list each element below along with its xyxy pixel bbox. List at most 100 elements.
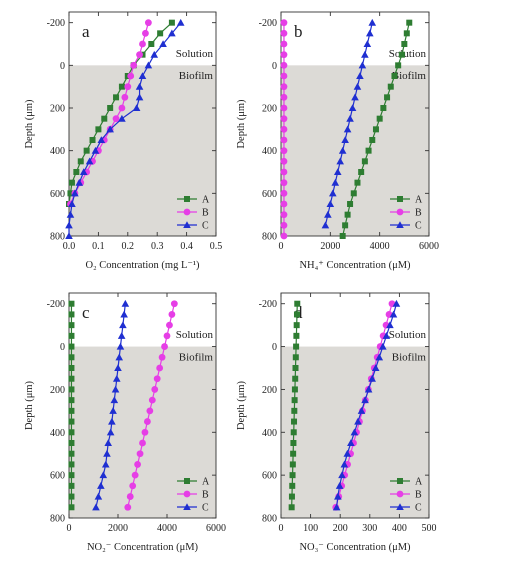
legend-marker-B [396, 490, 404, 498]
data-point-C [138, 72, 147, 80]
data-point-C [329, 189, 337, 197]
series-A [288, 300, 301, 511]
data-point-A [289, 472, 296, 479]
data-point-A [68, 322, 75, 329]
data-point-A [372, 126, 379, 133]
y-tick-label: 200 [262, 104, 277, 115]
legend-label-B: B [202, 490, 209, 501]
biofilm-label: Biofilm [392, 70, 427, 82]
data-point-B [130, 61, 138, 69]
legend-marker-A [397, 478, 403, 484]
data-point-C [119, 321, 127, 329]
legend-label-B: B [415, 208, 422, 219]
y-tick-label: 400 [50, 428, 65, 439]
y-axis-label: Depth (μm) [236, 99, 247, 149]
data-point-C [144, 61, 153, 69]
data-point-A [292, 365, 299, 371]
data-point-A [401, 41, 408, 47]
data-point-A [73, 169, 80, 175]
data-point-B [280, 19, 288, 27]
series-C [92, 299, 130, 511]
data-point-B [136, 450, 144, 458]
y-axis-label: Depth (μm) [236, 380, 247, 430]
data-point-C [348, 104, 357, 112]
data-point-A [68, 343, 75, 350]
data-point-C [135, 93, 144, 101]
y-tick-label: 200 [262, 385, 277, 396]
data-point-B [280, 211, 288, 219]
data-point-B [280, 40, 288, 48]
legend-label-A: A [415, 477, 423, 488]
x-tick-label: 0.5 [210, 241, 223, 252]
data-point-C [358, 61, 367, 69]
series-A [339, 19, 413, 239]
data-point-C [92, 503, 100, 511]
data-point-B [139, 40, 146, 48]
data-point-A [157, 30, 164, 37]
data-point-C [108, 417, 116, 425]
y-tick-label: 400 [262, 146, 277, 157]
data-point-C [389, 310, 398, 318]
data-point-C [354, 417, 362, 425]
data-point-C [351, 93, 359, 101]
legend-marker-C [183, 221, 191, 229]
data-point-C [121, 299, 130, 307]
data-point-A [68, 311, 75, 318]
data-point-A [68, 397, 75, 404]
x-tick-label: 0.1 [92, 241, 105, 252]
y-tick-label: 600 [50, 189, 65, 200]
series-B [280, 19, 288, 240]
data-point-B [139, 439, 146, 447]
biofilm-region [69, 65, 216, 236]
data-point-A [289, 482, 296, 489]
biofilm-label: Biofilm [179, 352, 214, 364]
data-point-B [126, 493, 134, 500]
data-point-A [89, 137, 96, 143]
data-point-A [291, 397, 298, 404]
data-point-A [289, 461, 296, 468]
data-point-C [75, 178, 84, 186]
data-point-C [375, 353, 384, 361]
data-point-A [68, 354, 75, 361]
data-point-A [292, 375, 299, 382]
data-point-B [146, 407, 154, 415]
series-A [68, 300, 75, 511]
data-point-C [343, 125, 352, 133]
data-point-A [68, 418, 75, 425]
biofilm-region [281, 65, 429, 236]
data-point-A [101, 115, 108, 122]
data-point-A [339, 233, 346, 239]
data-point-C [91, 146, 100, 154]
x-tick-label: 0.0 [63, 241, 76, 252]
data-point-C [109, 407, 117, 414]
y-tick-label: 0 [60, 342, 65, 353]
data-point-B [280, 29, 288, 37]
data-point-B [280, 179, 288, 187]
legend-marker-B [183, 490, 191, 498]
data-point-A [68, 407, 75, 414]
data-point-C [326, 200, 335, 208]
legend-marker-A [397, 196, 403, 202]
data-point-C [132, 104, 141, 112]
data-point-C [115, 353, 124, 361]
data-point-B [124, 503, 132, 511]
data-point-C [120, 310, 128, 318]
data-point-C [65, 232, 73, 240]
data-point-C [346, 114, 354, 122]
data-point-C [331, 178, 340, 186]
data-point-A [291, 418, 298, 425]
data-point-B [280, 115, 288, 123]
legend: ABC [177, 477, 210, 514]
data-point-C [135, 82, 144, 90]
x-tick-label: 200 [333, 523, 348, 534]
data-point-C [112, 374, 121, 382]
y-tick-label: 0 [272, 342, 277, 353]
data-point-A [67, 190, 74, 197]
x-tick-label: 6000 [206, 523, 226, 534]
data-point-C [386, 321, 394, 329]
data-point-C [159, 40, 167, 48]
x-tick-label: 400 [392, 523, 407, 534]
data-point-C [97, 482, 105, 489]
